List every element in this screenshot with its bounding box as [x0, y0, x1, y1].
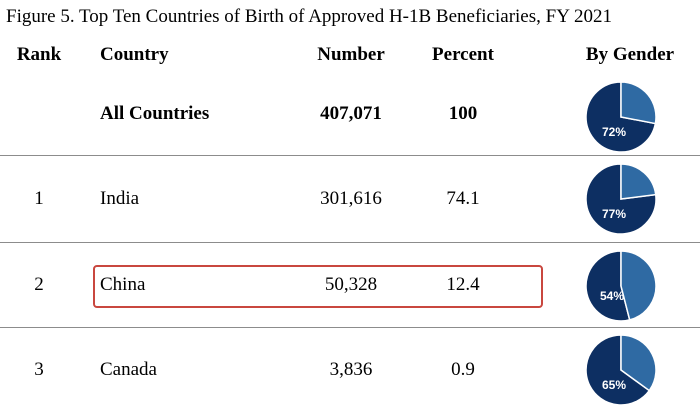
percent-cell: 12.4: [446, 274, 480, 295]
pie-slice-female: [620, 81, 657, 125]
header-percent: Percent: [432, 44, 494, 65]
pie-slice-female: [620, 163, 657, 200]
gender-pie-chart: 77%: [585, 163, 657, 235]
percent-cell: 0.9: [451, 359, 475, 380]
pie-slice-male: [585, 163, 657, 235]
percent-cell: 100: [448, 103, 478, 124]
gender-pie-chart: 65%: [585, 334, 657, 406]
header-rank: Rank: [16, 44, 62, 65]
country-cell: All Countries: [100, 103, 210, 124]
number-cell: 301,616: [320, 188, 382, 209]
pie-slice-male: [585, 334, 651, 406]
rank-cell: 1: [34, 188, 44, 209]
number-cell: 407,071: [320, 103, 382, 124]
country-cell: China: [100, 274, 146, 295]
pie-slice-male: [585, 250, 631, 322]
highlight-box: [93, 265, 543, 308]
pie-slice-female: [620, 250, 657, 321]
figure-title: Figure 5. Top Ten Countries of Birth of …: [6, 6, 612, 27]
pie-percent-label: 65%: [602, 378, 626, 392]
row-divider: [0, 242, 700, 243]
number-cell: 50,328: [324, 274, 378, 295]
country-cell: Canada: [100, 359, 157, 380]
pie-percent-label: 77%: [602, 207, 626, 221]
country-cell: India: [100, 188, 140, 209]
header-number: Number: [317, 44, 385, 65]
row-divider: [0, 155, 700, 156]
rank-cell: 3: [34, 359, 44, 380]
pie-percent-label: 72%: [602, 125, 626, 139]
gender-pie-chart: 54%: [585, 250, 657, 322]
number-cell: 3,836: [329, 359, 373, 380]
rank-cell: 2: [34, 274, 44, 295]
pie-percent-label: 54%: [600, 289, 624, 303]
row-divider: [0, 327, 700, 328]
header-country: Country: [100, 44, 169, 65]
pie-slice-female: [620, 334, 657, 392]
percent-cell: 74.1: [446, 188, 480, 209]
header-by-gender: By Gender: [585, 44, 675, 65]
gender-pie-chart: 72%: [585, 81, 657, 153]
